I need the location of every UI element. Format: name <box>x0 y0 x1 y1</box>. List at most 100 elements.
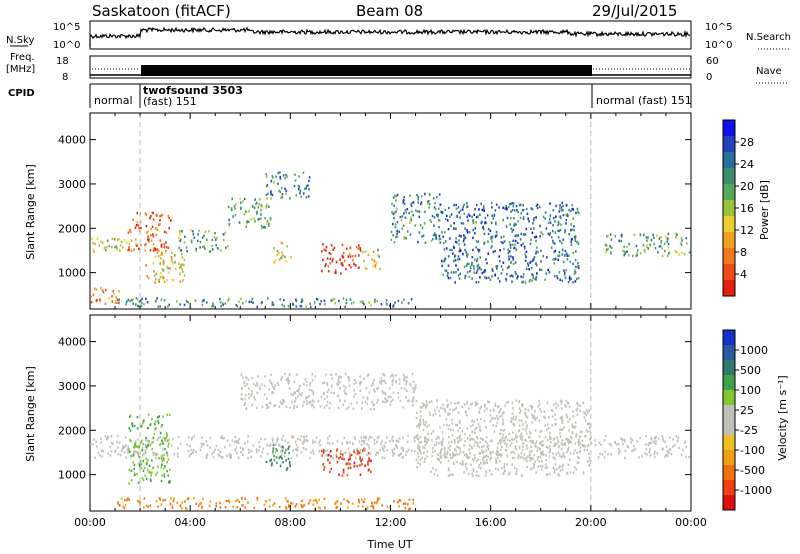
cell <box>473 454 476 457</box>
cell <box>499 448 502 452</box>
cell <box>675 232 677 236</box>
cell <box>251 390 253 393</box>
cell <box>503 439 506 442</box>
cell <box>681 449 684 452</box>
cell <box>115 296 117 299</box>
cell <box>101 241 104 244</box>
cell <box>464 227 466 230</box>
cell <box>362 251 364 254</box>
cell <box>607 247 609 251</box>
cell <box>391 373 394 376</box>
cell <box>396 193 399 197</box>
cell <box>530 449 533 453</box>
cell <box>689 247 692 251</box>
cell <box>136 445 139 448</box>
cell <box>499 259 501 263</box>
cell <box>672 445 674 448</box>
colorbar-segment <box>723 216 735 233</box>
cell <box>395 195 397 198</box>
cell <box>148 464 151 467</box>
cell <box>455 449 457 452</box>
cell <box>330 391 333 394</box>
cell <box>474 441 477 444</box>
cell <box>199 246 201 249</box>
cell <box>667 242 670 246</box>
cell <box>219 450 222 454</box>
cell <box>208 504 211 507</box>
cell <box>323 497 326 500</box>
cell <box>148 237 150 241</box>
cell <box>626 445 629 448</box>
cell <box>423 420 425 423</box>
cell <box>337 383 340 386</box>
cell <box>356 448 358 451</box>
cell <box>363 436 365 439</box>
cell <box>313 301 316 304</box>
cell <box>625 250 627 254</box>
cell <box>152 451 154 454</box>
cell <box>499 459 501 463</box>
cell <box>479 407 481 410</box>
cell <box>517 234 519 237</box>
cell <box>517 453 520 457</box>
cell <box>144 449 146 452</box>
cell <box>526 416 529 419</box>
cell <box>242 302 244 305</box>
cell <box>124 504 127 507</box>
cell <box>559 204 561 207</box>
cell <box>403 195 405 199</box>
cell <box>146 301 149 304</box>
cell <box>325 249 327 252</box>
colorbar-segment <box>723 375 735 391</box>
cell <box>508 471 511 474</box>
cell <box>319 439 322 442</box>
cell <box>455 264 457 267</box>
cell <box>142 459 145 463</box>
cell <box>524 413 527 416</box>
cell <box>444 269 446 272</box>
cell <box>505 435 507 438</box>
cell <box>266 403 268 407</box>
colorbar-segment <box>723 360 735 376</box>
cell <box>300 451 302 454</box>
cell <box>419 420 422 424</box>
cell <box>526 447 529 450</box>
cell <box>144 443 147 447</box>
cell <box>465 251 468 254</box>
cell <box>116 301 118 304</box>
cell <box>455 203 457 207</box>
cell <box>419 418 421 421</box>
cell <box>522 280 525 283</box>
cell <box>274 451 277 454</box>
cell <box>459 434 461 438</box>
cell <box>165 246 168 249</box>
cell <box>378 497 381 500</box>
cell <box>383 449 385 453</box>
cell <box>490 237 492 240</box>
cell <box>513 438 516 441</box>
cell <box>221 455 224 459</box>
cell <box>214 232 216 235</box>
cell <box>573 425 575 429</box>
cell <box>254 220 256 223</box>
cell <box>527 217 529 220</box>
cell <box>161 267 163 271</box>
cell <box>279 464 282 468</box>
cell <box>432 467 434 470</box>
cell <box>573 225 575 228</box>
cell <box>514 418 517 421</box>
cell <box>302 192 305 195</box>
cell <box>655 442 657 445</box>
cell <box>131 425 134 428</box>
cell <box>168 303 170 306</box>
cell <box>533 465 535 469</box>
cell <box>408 507 410 511</box>
cell <box>463 265 466 268</box>
cell <box>194 299 197 302</box>
cell <box>361 498 363 501</box>
cell <box>152 249 155 252</box>
cell <box>434 202 436 205</box>
cell <box>522 242 524 245</box>
cell <box>339 399 341 402</box>
cell <box>574 237 577 240</box>
